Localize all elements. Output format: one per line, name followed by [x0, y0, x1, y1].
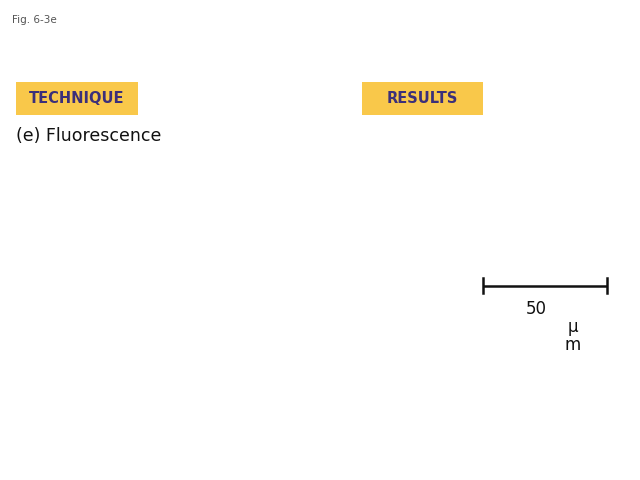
- Text: 50: 50: [526, 300, 547, 318]
- Text: (e) Fluorescence: (e) Fluorescence: [16, 127, 161, 145]
- Text: m: m: [564, 336, 581, 354]
- Text: RESULTS: RESULTS: [387, 91, 458, 106]
- Text: TECHNIQUE: TECHNIQUE: [29, 91, 125, 106]
- Text: Fig. 6-3e: Fig. 6-3e: [12, 15, 56, 25]
- Text: μ: μ: [568, 318, 578, 336]
